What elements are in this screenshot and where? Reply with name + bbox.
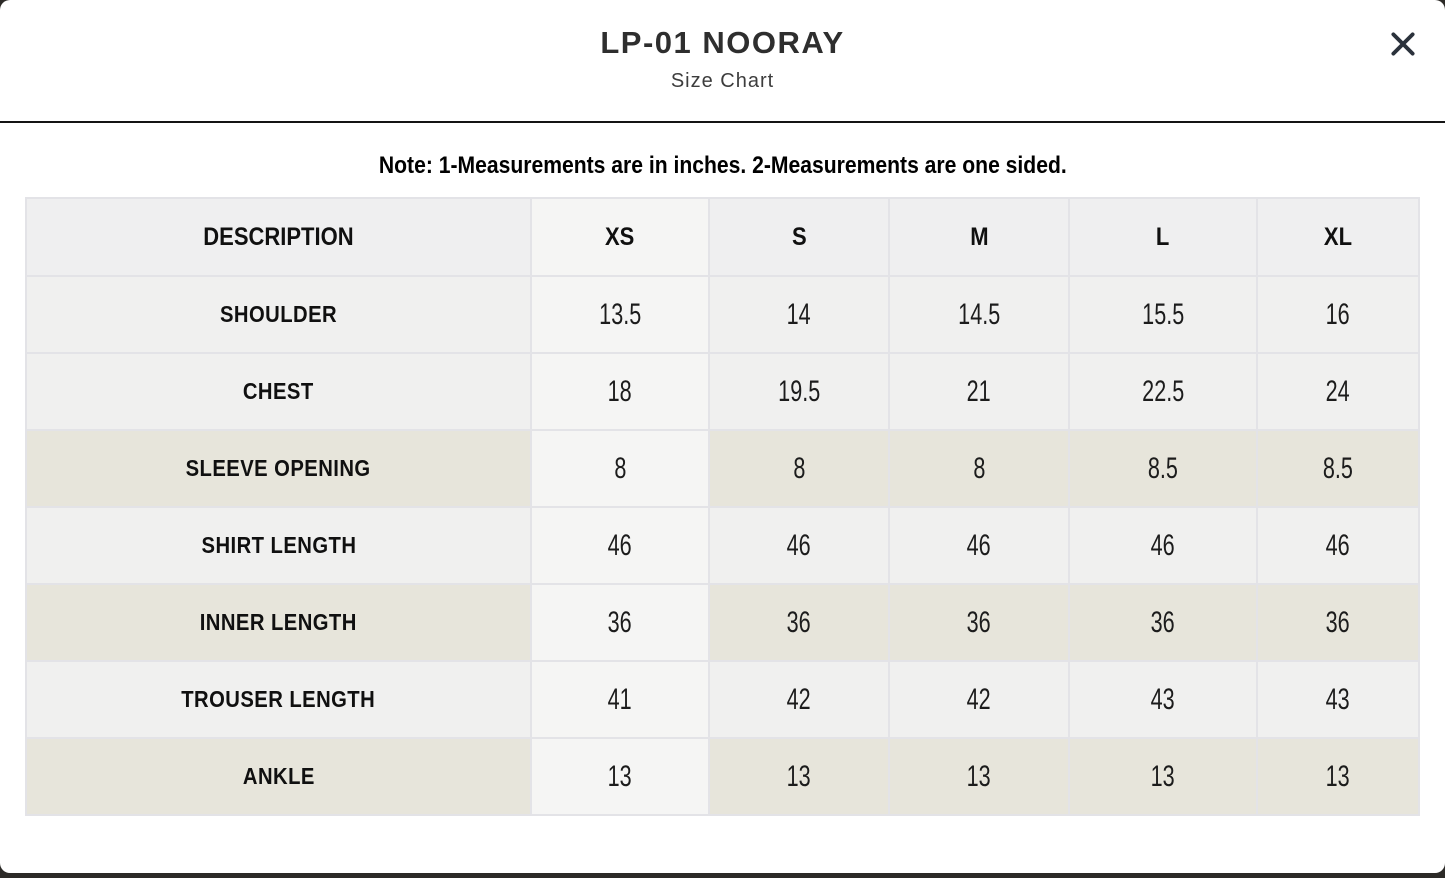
size-value: 13 [1068, 737, 1258, 816]
size-value: 46 [1256, 506, 1420, 585]
size-value: 13.5 [530, 275, 710, 354]
column-header-xl: XL [1256, 197, 1420, 277]
column-header-description: DESCRIPTION [25, 197, 532, 277]
column-header-l: L [1068, 197, 1258, 277]
size-value: 36 [708, 583, 890, 662]
column-header-s: S [708, 197, 890, 277]
close-button[interactable] [1377, 18, 1429, 70]
size-value: 42 [888, 660, 1070, 739]
size-value: 8 [530, 429, 710, 508]
size-value: 43 [1068, 660, 1258, 739]
size-value: 13 [1256, 737, 1420, 816]
size-value: 15.5 [1068, 275, 1258, 354]
size-value: 13 [888, 737, 1070, 816]
table-row: SHIRT LENGTH 46 46 46 46 46 [25, 506, 1420, 585]
size-value: 36 [530, 583, 710, 662]
size-value: 36 [1256, 583, 1420, 662]
size-value: 14 [708, 275, 890, 354]
size-value: 36 [1068, 583, 1258, 662]
row-label: TROUSER LENGTH [25, 660, 532, 739]
size-value: 46 [530, 506, 710, 585]
size-value: 18 [530, 352, 710, 431]
table-row: SLEEVE OPENING 8 8 8 8.5 8.5 [25, 429, 1420, 508]
size-value: 8 [888, 429, 1070, 508]
row-label: SLEEVE OPENING [25, 429, 532, 508]
table-row: TROUSER LENGTH 41 42 42 43 43 [25, 660, 1420, 739]
table-row: CHEST 18 19.5 21 22.5 24 [25, 352, 1420, 431]
row-label: CHEST [25, 352, 532, 431]
size-chart-table: DESCRIPTION XS S M L XL SHOULDER 13.5 14 14… [25, 197, 1420, 816]
row-label: SHOULDER [25, 275, 532, 354]
size-value: 46 [708, 506, 890, 585]
row-label: INNER LENGTH [25, 583, 532, 662]
size-value: 46 [1068, 506, 1258, 585]
size-value: 16 [1256, 275, 1420, 354]
modal-subtitle: Size Chart [670, 70, 775, 92]
size-value: 14.5 [888, 275, 1070, 354]
size-value: 8.5 [1068, 429, 1258, 508]
table-row: INNER LENGTH 36 36 36 36 36 [25, 583, 1420, 662]
close-icon [1386, 27, 1420, 61]
column-header-xs: XS [530, 197, 710, 277]
size-value: 8 [708, 429, 890, 508]
size-value: 46 [888, 506, 1070, 585]
size-value: 43 [1256, 660, 1420, 739]
size-chart-body: SHOULDER 13.5 14 14.5 15.5 16 CHEST 18 19.5 21 22.… [25, 275, 1420, 816]
measurement-note-text: Note: 1-Measurements are in inches. 2-Me… [378, 152, 1067, 179]
row-label: ANKLE [25, 737, 532, 816]
row-label: SHIRT LENGTH [25, 506, 532, 585]
size-value: 19.5 [708, 352, 890, 431]
table-row: ANKLE 13 13 13 13 13 [25, 737, 1420, 816]
size-value: 42 [708, 660, 890, 739]
size-value: 24 [1256, 352, 1420, 431]
size-value: 8.5 [1256, 429, 1420, 508]
size-chart-head: DESCRIPTION XS S M L XL [25, 197, 1420, 277]
size-value: 36 [888, 583, 1070, 662]
size-value: 21 [888, 352, 1070, 431]
table-row: SHOULDER 13.5 14 14.5 15.5 16 [25, 275, 1420, 354]
size-value: 13 [708, 737, 890, 816]
size-value: 41 [530, 660, 710, 739]
size-value: 22.5 [1068, 352, 1258, 431]
size-value: 13 [530, 737, 710, 816]
header-row: DESCRIPTION XS S M L XL [25, 197, 1420, 277]
modal-title: LP-01 NOORAY [600, 25, 845, 60]
column-header-m: M [888, 197, 1070, 277]
measurement-note: Note: 1-Measurements are in inches. 2-Me… [0, 152, 1445, 180]
modal-header: LP-01 NOORAY Size Chart [0, 0, 1445, 123]
